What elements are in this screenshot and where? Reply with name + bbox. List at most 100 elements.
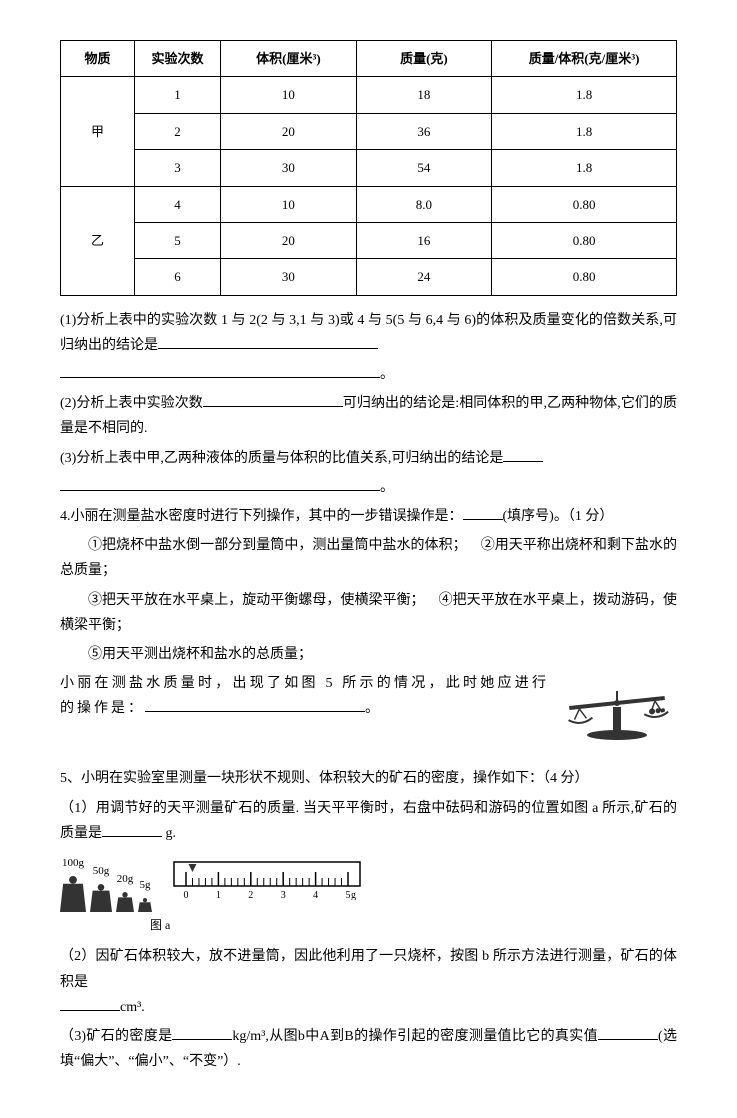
svg-text:3: 3 — [281, 890, 286, 900]
q4-step5-row: ⑤用天平测出烧杯和盐水的总质量； — [60, 642, 677, 667]
cell-substance: 甲 — [61, 77, 135, 186]
q2-text-a: (2)分析上表中实验次数 — [60, 396, 203, 411]
q5-sub1-b: g. — [162, 826, 176, 841]
table-row: 5 20 16 0.80 — [61, 222, 677, 258]
cell: 6 — [134, 259, 220, 295]
table-row: 乙 4 10 8.0 0.80 — [61, 186, 677, 222]
th-mass: 质量(克) — [356, 41, 492, 77]
period: 。 — [380, 480, 394, 495]
cell: 2 — [134, 113, 220, 149]
figure-a-caption: 图 a — [150, 915, 677, 937]
cell: 36 — [356, 113, 492, 149]
cell: 20 — [221, 113, 357, 149]
weight-icon — [116, 891, 134, 913]
weight-icon — [60, 875, 86, 913]
svg-text:1: 1 — [216, 890, 221, 900]
ruler-wrap: 0 1 2 3 4 5g — [172, 860, 362, 913]
weight-label: 100g — [62, 854, 84, 874]
balance-scale-icon — [557, 671, 677, 741]
cell: 10 — [221, 186, 357, 222]
cell: 18 — [356, 77, 492, 113]
cell: 24 — [356, 259, 492, 295]
cell: 1 — [134, 77, 220, 113]
blank — [60, 996, 120, 1011]
cell: 5 — [134, 222, 220, 258]
data-table: 物质 实验次数 体积(厘米³) 质量(克) 质量/体积(克/厘米³) 甲 1 1… — [60, 40, 677, 296]
th-substance: 物质 — [61, 41, 135, 77]
table-row: 甲 1 10 18 1.8 — [61, 77, 677, 113]
q5-sub3-b: kg/m³,从图b中A到B的操作引起的密度测量值比它的真实值 — [232, 1029, 598, 1044]
cell: 0.80 — [492, 222, 677, 258]
table-row: 3 30 54 1.8 — [61, 150, 677, 186]
cell: 10 — [221, 77, 357, 113]
th-trials: 实验次数 — [134, 41, 220, 77]
weight-icon — [138, 897, 152, 913]
cell: 4 — [134, 186, 220, 222]
weight-item: 50g — [90, 862, 112, 913]
blank — [158, 334, 378, 349]
figure-a: 100g 50g 20g 5g 0 1 2 3 4 5g — [60, 854, 677, 913]
cell: 0.80 — [492, 186, 677, 222]
q5-lead: 5、小明在实验室里测量一块形状不规则、体积较大的矿石的密度，操作如下：（4 分） — [60, 771, 589, 786]
cell: 3 — [134, 150, 220, 186]
cell: 30 — [221, 150, 357, 186]
weight-label: 50g — [93, 862, 110, 882]
blank — [102, 822, 162, 837]
ruler-scale-icon: 0 1 2 3 4 5g — [172, 860, 362, 900]
svg-text:0: 0 — [184, 890, 189, 900]
blank — [203, 392, 343, 407]
weight-item: 100g — [60, 854, 86, 913]
weight-label: 20g — [117, 870, 134, 890]
cell: 8.0 — [356, 186, 492, 222]
q5-sub3-a: （3)矿石的密度是 — [60, 1029, 172, 1044]
q4-step1: ①把烧杯中盐水倒一部分到量筒中，测出量筒中盐水的体积； — [88, 538, 467, 553]
cell: 0.80 — [492, 259, 677, 295]
weights-group: 100g 50g 20g 5g — [60, 854, 152, 913]
question-5-lead: 5、小明在实验室里测量一块形状不规则、体积较大的矿石的密度，操作如下：（4 分） — [60, 766, 677, 791]
q3-text-a: (3)分析上表中甲,乙两种液体的质量与体积的比值关系,可归纳出的结论是 — [60, 451, 503, 466]
weight-item: 20g — [116, 870, 134, 913]
balance-scale-figure — [557, 671, 677, 750]
blank — [60, 476, 380, 491]
cell: 1.8 — [492, 150, 677, 186]
q5-sub2-a: （2）因矿石体积较大，放不进量筒，因此他利用了一只烧杯，按图 b 所示方法进行测… — [60, 949, 677, 989]
q4-steps-3-4: ③把天平放在水平桌上，旋动平衡螺母，使横梁平衡； ④把天平放在水平桌上，拨动游码… — [60, 588, 677, 638]
cell: 30 — [221, 259, 357, 295]
question-1: (1)分析上表中的实验次数 1 与 2(2 与 3,1 与 3)或 4 与 5(… — [60, 308, 677, 358]
blank — [503, 447, 543, 462]
blank — [463, 505, 503, 520]
cell: 20 — [221, 222, 357, 258]
blank — [60, 363, 380, 378]
q1-line2: 。 — [60, 362, 677, 387]
table-row: 2 20 36 1.8 — [61, 113, 677, 149]
th-ratio: 质量/体积(克/厘米³) — [492, 41, 677, 77]
period: 。 — [380, 367, 394, 382]
table-row: 6 30 24 0.80 — [61, 259, 677, 295]
question-3: (3)分析上表中甲,乙两种液体的质量与体积的比值关系,可归纳出的结论是 — [60, 446, 677, 471]
blank — [598, 1025, 658, 1040]
q5-sub1: （1）用调节好的天平测量矿石的质量. 当天平平衡时，右盘中砝码和游码的位置如图 … — [60, 796, 677, 846]
table-header-row: 物质 实验次数 体积(厘米³) 质量(克) 质量/体积(克/厘米³) — [61, 41, 677, 77]
cell: 1.8 — [492, 77, 677, 113]
cell: 54 — [356, 150, 492, 186]
cell: 16 — [356, 222, 492, 258]
blank — [172, 1025, 232, 1040]
q5-sub2: （2）因矿石体积较大，放不进量筒，因此他利用了一只烧杯，按图 b 所示方法进行测… — [60, 944, 677, 1020]
period: 。 — [365, 701, 379, 716]
svg-text:g: g — [351, 890, 356, 900]
svg-text:5: 5 — [346, 890, 351, 900]
question-4-lead: 4.小丽在测量盐水密度时进行下列操作，其中的一步错误操作是：(填序号)。（1 分… — [60, 504, 677, 529]
question-2: (2)分析上表中实验次数可归纳出的结论是:相同体积的甲,乙两种物体,它们的质量是… — [60, 391, 677, 441]
blank — [145, 697, 365, 712]
svg-text:4: 4 — [313, 890, 318, 900]
cell: 1.8 — [492, 113, 677, 149]
q4-step5: ⑤用天平测出烧杯和盐水的总质量； — [88, 647, 312, 662]
th-volume: 体积(厘米³) — [221, 41, 357, 77]
weight-icon — [90, 883, 112, 913]
q4-lead: 4.小丽在测量盐水密度时进行下列操作，其中的一步错误操作是： — [60, 509, 463, 524]
weight-item: 5g — [138, 876, 152, 913]
q4-step3: ③把天平放在水平桌上，旋动平衡螺母，使横梁平衡； — [88, 593, 425, 608]
q5-sub2-b: cm³. — [120, 1000, 145, 1015]
svg-text:2: 2 — [248, 890, 253, 900]
weight-label: 5g — [140, 876, 151, 896]
